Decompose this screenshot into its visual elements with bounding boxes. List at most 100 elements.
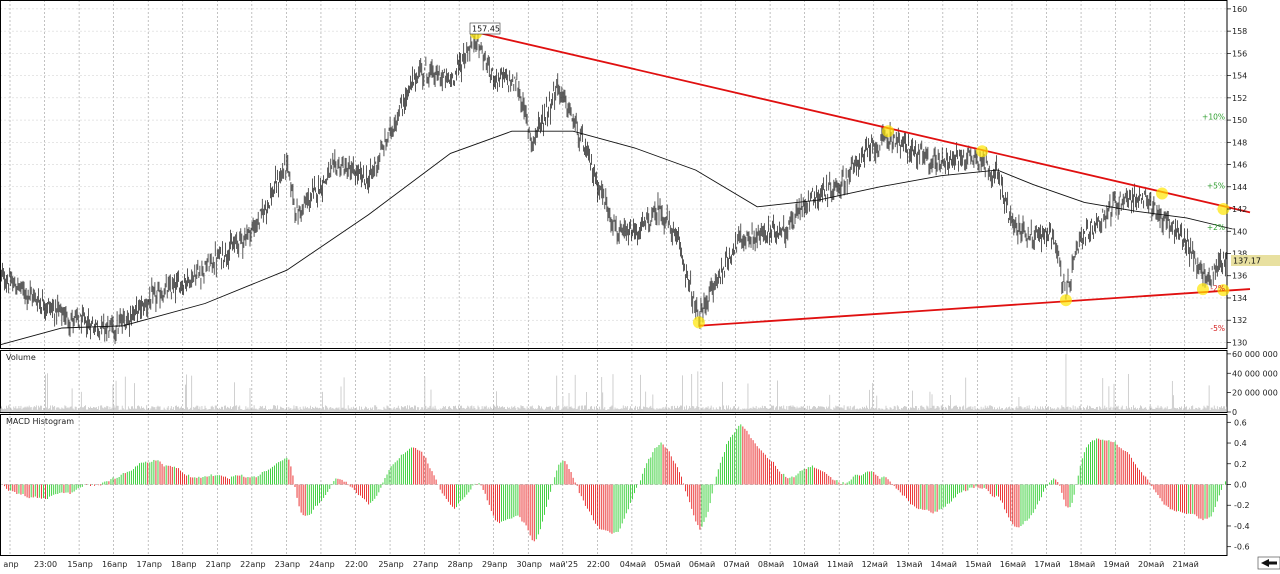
x-tick-label: 05май [654,560,680,569]
price-tick-label: 144 [1232,183,1247,192]
peak-label: 157.45 [469,22,501,35]
x-tick-label: 08май [758,560,784,569]
x-tick-label: 28апр [447,560,472,569]
volume-tick-label: 60 000 000 [1232,350,1278,359]
touch-point-marker [882,125,895,138]
price-tick-label: 158 [1232,27,1247,36]
price-pane-frame [0,0,1228,349]
x-tick-label: 23:00 [34,560,57,569]
x-tick-label: 17май [1034,560,1060,569]
price-tick-label: 132 [1232,316,1247,325]
x-tick-label: 15апр [67,560,92,569]
volume-tick-label: 20 000 000 [1232,389,1278,398]
macd-tick-label: -0.4 [1234,522,1250,531]
x-tick-label: 16апр [102,560,127,569]
percent-label: +2% [1207,223,1225,232]
macd-pane-title: MACD Histogram [6,417,74,426]
touch-markers [469,27,1230,329]
trendline-upper [475,31,1251,214]
x-tick-label: 10май [792,560,818,569]
volume-bars [0,353,1227,412]
macd-tick-label: -0.6 [1234,543,1250,552]
volume-pane-frame [0,350,1228,413]
percent-label: -2% [1210,284,1225,293]
x-tick-label: 18май [1069,560,1095,569]
price-tick-label: 152 [1232,94,1247,103]
scroll-back-button[interactable] [1257,556,1280,570]
price-tick-label: 136 [1232,272,1247,281]
touch-point-marker [1217,284,1230,297]
price-tick-label: 160 [1232,5,1247,14]
touch-point-marker [692,316,705,329]
x-tick-label: 17апр [137,560,162,569]
x-tick-label: 21май [1173,560,1199,569]
x-tick-label: 11май [827,560,853,569]
last-price-box [1231,255,1280,266]
touch-point-marker [1059,294,1072,307]
macd-tick-label: 0.0 [1234,481,1247,490]
macd-tick-label: 0.6 [1234,418,1247,427]
x-tick-label: 21апр [206,560,231,569]
x-tick-label: 16май [1000,560,1026,569]
x-tick-label: 19май [1103,560,1129,569]
price-tick-label: 130 [1232,338,1247,347]
x-tick-label: 24апр [309,560,334,569]
touch-point-marker [976,145,989,158]
arrow-left-icon [1261,559,1277,567]
peak-label-text: 157.45 [472,25,500,34]
price-tick-label: 134 [1232,294,1247,303]
last-price-marker: 137.17 [1231,255,1280,266]
x-tick-label: 22:00 [587,560,610,569]
x-tick-label: 18апр [171,560,196,569]
x-tick-label: 12май [862,560,888,569]
x-tick-label: 25апр [378,560,403,569]
price-tick-label: 154 [1232,72,1247,81]
x-tick-label: апр [3,560,18,569]
percent-label: +5% [1207,182,1225,191]
trendlines [475,31,1251,327]
price-tick-label: 148 [1232,138,1247,147]
peak-label-box [469,22,501,35]
x-tick-label: 20май [1138,560,1164,569]
x-tick-label: 27апр [413,560,438,569]
moving-average [0,130,1233,346]
price-tick-label: 138 [1232,249,1247,258]
touch-point-marker [1217,203,1230,216]
grid-lines [0,0,1227,555]
touch-point-marker [1196,283,1209,296]
macd-pane-frame [0,414,1228,556]
trendline-lower [698,288,1251,327]
x-tick-label: 04май [620,560,646,569]
touch-point-marker [1156,187,1169,200]
price-tick-label: 140 [1232,227,1247,236]
price-tick-label: 142 [1232,205,1247,214]
x-tick-label: 15май [965,560,991,569]
x-tick-label: 06май [689,560,715,569]
x-tick-label: май'25 [550,560,579,569]
percent-label: -5% [1210,324,1225,333]
macd-bars [2,424,1226,542]
macd-tick-label: 0.2 [1234,460,1247,469]
volume-pane-title: Volume [6,353,36,362]
x-tick-label: 23апр [275,560,300,569]
pane-frames [0,0,1228,556]
volume-tick-label: 40 000 000 [1232,369,1278,378]
x-tick-label: 30апр [517,560,542,569]
price-tick-label: 150 [1232,116,1247,125]
x-tick-label: 22:00 [345,560,368,569]
price-tick-label: 146 [1232,161,1247,170]
x-tick-label: 07май [723,560,749,569]
axis-labels: апр 23:00 15апр 16апр 17апр 18апр 21апр 22апр 23… [3,5,1277,569]
price-bars [0,24,1227,345]
percent-label: +10% [1202,113,1225,122]
last-price-label: 137.17 [1233,257,1261,266]
x-tick-label: 22апр [240,560,265,569]
x-tick-label: 29апр [482,560,507,569]
ma-line [0,130,1233,346]
x-tick-label: 14май [931,560,957,569]
x-tick-label: 13май [896,560,922,569]
price-tick-label: 156 [1232,49,1247,58]
volume-tick-label: 0 [1232,408,1237,417]
